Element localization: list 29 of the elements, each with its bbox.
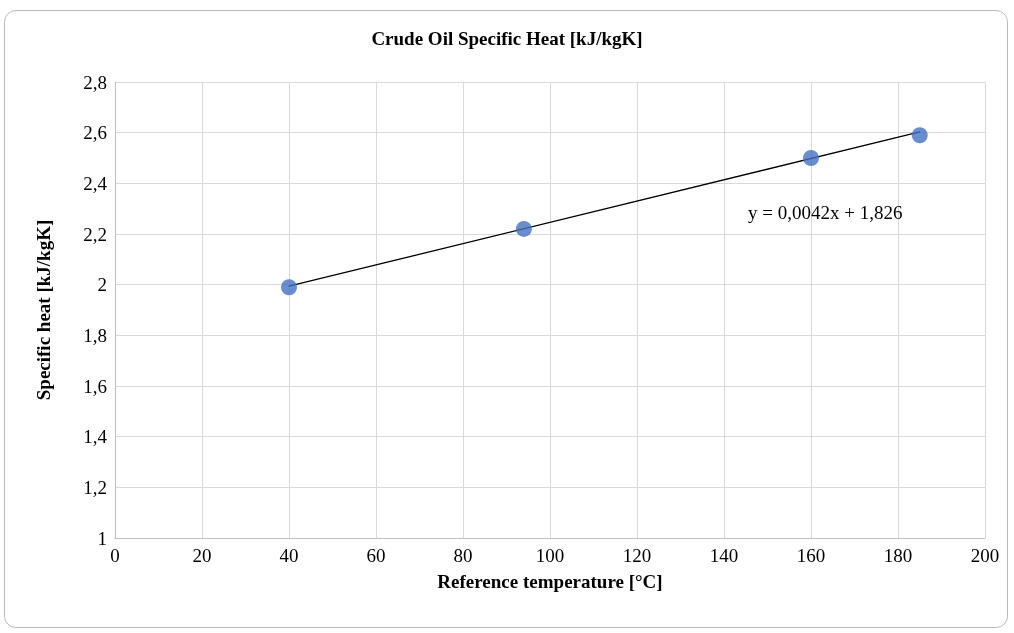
x-tick-label: 20 <box>192 545 212 566</box>
y-tick-label: 2,4 <box>83 172 108 194</box>
x-tick-label: 200 <box>970 545 1000 566</box>
y-tick-label: 1 <box>97 527 107 549</box>
chart-title: Crude Oil Specific Heat [kJ/kgK] <box>371 28 643 49</box>
x-tick-label: 180 <box>883 545 913 566</box>
point <box>911 127 928 144</box>
annotation: y = 0,0042x + 1,826 <box>748 202 903 223</box>
x-tick-label: 120 <box>622 545 652 566</box>
x-tick-label: 160 <box>796 545 826 566</box>
y-tick-label: 2 <box>97 274 107 296</box>
y-tick-label: 1,6 <box>83 375 107 397</box>
y-tick-label: 2,6 <box>83 122 107 144</box>
x-tick-label: 0 <box>110 545 120 566</box>
point <box>803 150 819 166</box>
y-tick-label: 2,8 <box>83 71 107 93</box>
x-tick-label: 60 <box>366 545 386 566</box>
y-tick-label: 1,4 <box>83 426 108 448</box>
x-tick-label: 80 <box>453 545 473 566</box>
y-tick-label: 1,8 <box>83 324 107 346</box>
y-axis-title: Specific heat [kJ/kgK] <box>33 219 54 401</box>
x-tick-label: 140 <box>709 545 739 566</box>
x-axis-title: Reference temperature [°C] <box>437 571 663 592</box>
point <box>515 220 532 237</box>
y-tick-label: 1,2 <box>83 476 107 498</box>
y-tick-label: 2,2 <box>83 223 107 245</box>
point <box>281 279 297 296</box>
x-tick-label: 40 <box>279 545 299 566</box>
x-tick-label: 100 <box>535 545 565 566</box>
